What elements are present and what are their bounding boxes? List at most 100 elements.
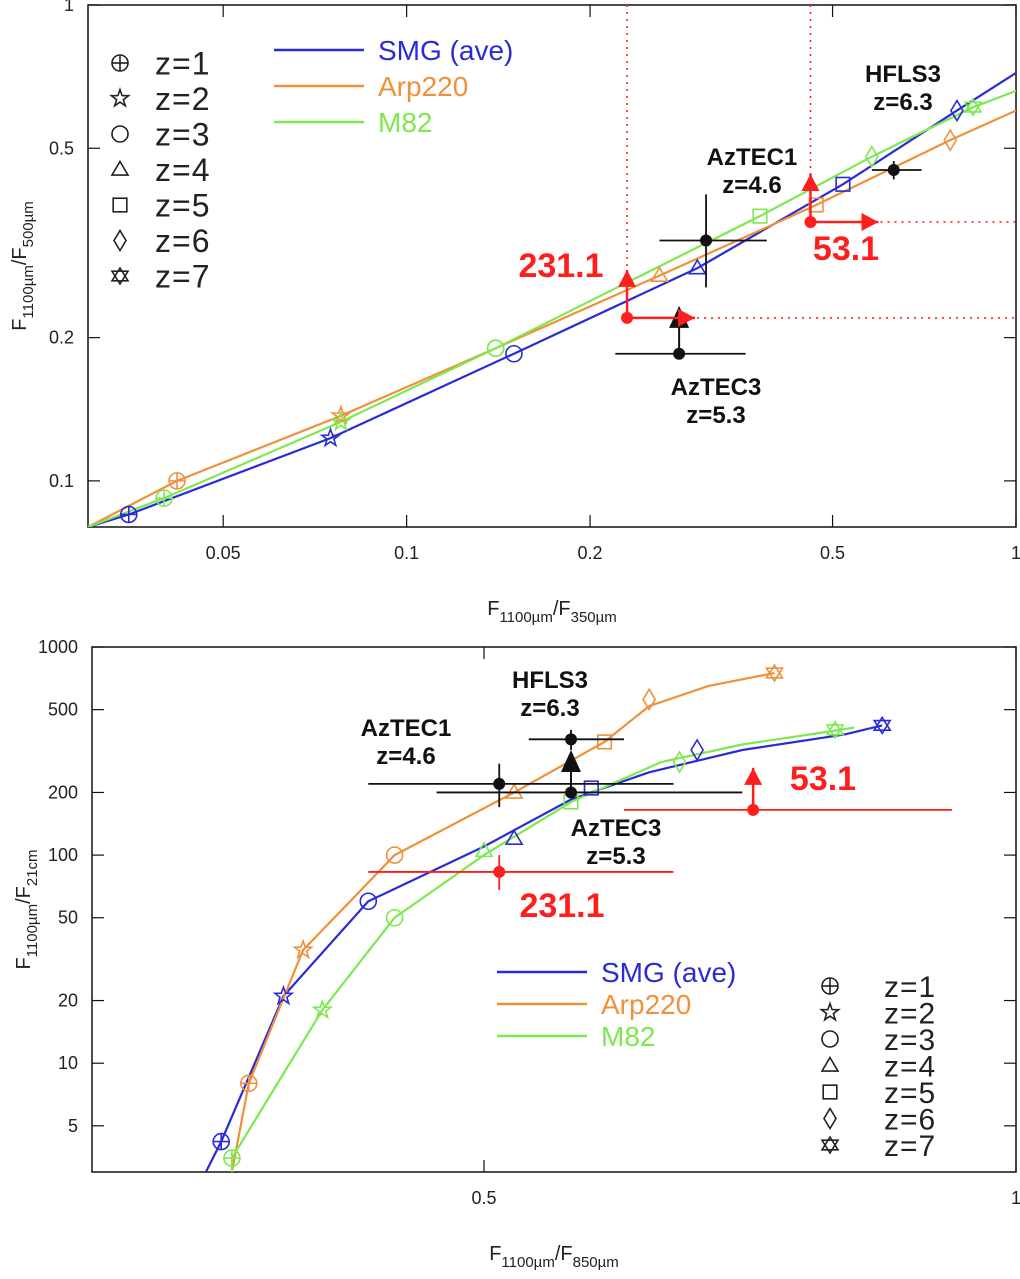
legend-marker-z5	[112, 197, 128, 213]
series-marker-z3	[359, 892, 378, 911]
legend-label-smg-ave-: SMG (ave)	[378, 35, 513, 66]
legend-label-z5: z=5	[155, 188, 210, 224]
series-marker-z6	[950, 99, 964, 123]
y-tick-label: 50	[58, 908, 78, 928]
limit-label-231-1: 231.1	[518, 247, 603, 285]
series-marker-z4	[504, 829, 524, 846]
legend-marker-z3	[821, 1030, 839, 1048]
x-tick-label: 0.5	[820, 543, 845, 563]
series-line-smg-ave-	[204, 724, 883, 1172]
legend-marker-z2	[109, 87, 131, 108]
data-point	[565, 733, 578, 746]
panel-2: 0.5 1 5 10 20 50 100 200 500 1000 F1100µm/F850µm F1…	[13, 637, 1020, 1271]
source-redshift: z=4.6	[376, 743, 435, 770]
y-tick-label: 20	[58, 991, 78, 1011]
source-redshift: z=4.6	[722, 172, 781, 199]
source-aztec1	[659, 194, 767, 288]
series-marker-z5	[596, 734, 613, 750]
axis-ticks	[88, 4, 1017, 527]
source-hfls3	[871, 161, 922, 180]
data-point	[493, 865, 506, 878]
limit-arrow-right	[810, 212, 879, 231]
legend-label-z6: z=6	[155, 223, 210, 259]
y-tick-label: 100	[48, 845, 78, 865]
series-marker-z1	[155, 489, 173, 507]
source-redshift: z=5.3	[686, 402, 745, 429]
source-redshift: z=6.3	[520, 695, 579, 722]
legend-marker-z7	[820, 1135, 840, 1155]
series-marker-z3	[385, 846, 404, 864]
series-marker-z2	[329, 404, 352, 426]
source-name: AzTEC1	[361, 715, 452, 742]
limit-arrow-right	[627, 308, 696, 327]
series-marker-z3	[385, 908, 404, 927]
source-redshift: z=5.3	[586, 843, 645, 870]
legend-marker-z4	[820, 1055, 840, 1072]
series-marker-z2	[330, 410, 352, 432]
series-marker-z2	[292, 938, 315, 960]
series-line-m82	[230, 726, 855, 1172]
legend-label-z1: z=1	[155, 46, 210, 82]
legend-marker-z6	[823, 1106, 837, 1131]
y-axis-label: F1100µm/F21cm	[13, 849, 41, 969]
x-axis-label: F1100µm/F850µm	[489, 1243, 619, 1271]
limit-231-1	[618, 269, 696, 327]
series-marker-z5	[835, 176, 851, 192]
series-marker-z1	[212, 1132, 230, 1151]
y-tick-label: 0.1	[49, 471, 74, 491]
series-marker-z2	[311, 998, 334, 1020]
limit-label-53-1: 53.1	[813, 230, 879, 268]
y-tick-label: 1000	[38, 637, 78, 657]
plot-frame	[87, 4, 1017, 528]
source-redshift: z=6.3	[873, 89, 932, 116]
data-point	[700, 234, 713, 247]
y-tick-label: 500	[48, 700, 78, 720]
legend-marker-z5	[822, 1084, 838, 1100]
legend-label-z6: z=6	[884, 1103, 936, 1136]
x-tick-label: 0.2	[578, 543, 603, 563]
legend-marker-z2	[819, 1001, 841, 1022]
series-marker-z7	[872, 715, 892, 735]
legend-label-arp220: Arp220	[378, 71, 468, 102]
legend-marker-z3	[111, 125, 129, 143]
legend-label-z3: z=3	[155, 117, 210, 153]
source-name: AzTEC1	[707, 144, 798, 171]
limit-label-53-1: 53.1	[790, 760, 856, 798]
source-name: HFLS3	[512, 667, 588, 694]
series-marker-z5	[752, 208, 768, 224]
redshift-legend: z=1z=2z=3z=4z=5z=6z=7	[819, 971, 936, 1163]
series-marker-z7	[765, 663, 784, 683]
legend-label-z5: z=5	[884, 1077, 936, 1110]
legend-marker-z1	[111, 54, 129, 72]
plot-area	[204, 663, 953, 1172]
series-line-smg-ave-	[88, 71, 1016, 527]
series-line-arp220	[230, 671, 775, 1172]
y-tick-label: 0.2	[49, 328, 74, 348]
legend-label-z1: z=1	[884, 971, 936, 1004]
data-point	[804, 215, 817, 228]
legend-label-m82: M82	[378, 107, 432, 138]
series-marker-z7	[963, 97, 983, 117]
series-marker-z4	[504, 782, 524, 799]
series-marker-z1	[239, 1074, 258, 1093]
legend-marker-z7	[110, 266, 130, 286]
series-marker-z6	[672, 750, 687, 774]
legend-label-arp220: Arp220	[601, 989, 691, 1020]
plot-area	[88, 5, 1016, 527]
legend-marker-z6	[113, 228, 127, 253]
source-aztec3	[436, 750, 743, 799]
x-tick-label: 0.5	[472, 1188, 497, 1208]
data-point	[747, 803, 760, 816]
limit-label-231-1: 231.1	[519, 887, 604, 925]
y-tick-label: 200	[48, 782, 78, 802]
series-marker-z6	[864, 145, 879, 169]
legend-label-smg-ave-: SMG (ave)	[601, 957, 736, 988]
panel-1: 0.05 0.1 0.2 0.5 1 0.1 0.2 0.5 1 F1100µm/F350µm F1…	[9, 0, 1020, 626]
